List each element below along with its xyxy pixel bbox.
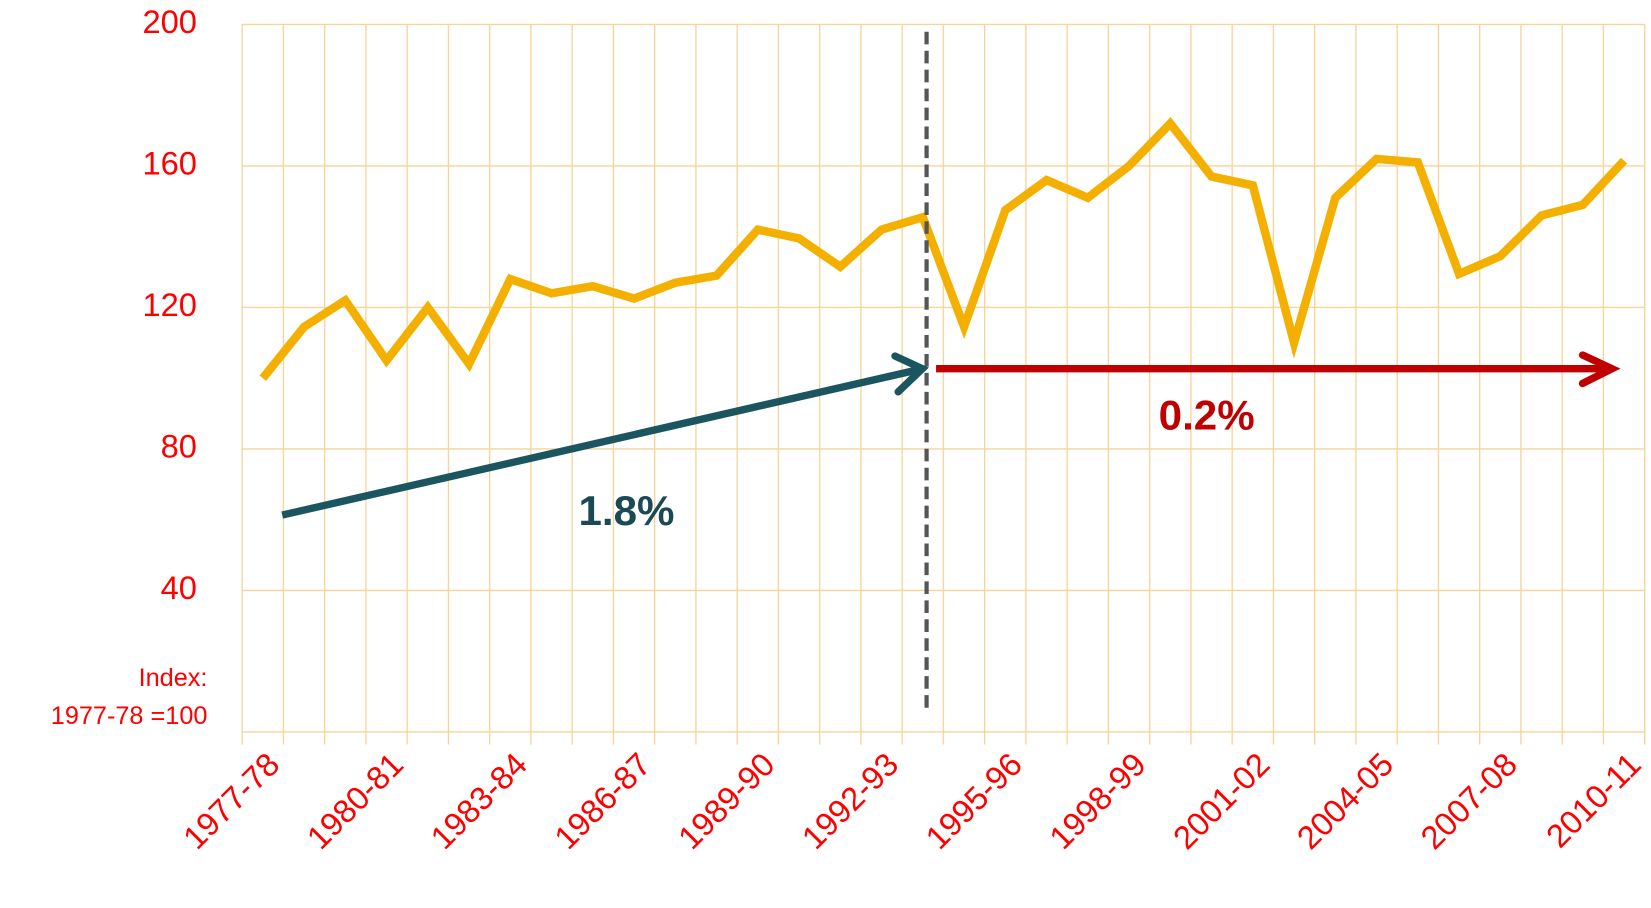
x-tick-label: 1998-99	[1042, 745, 1153, 856]
x-tick-label: 2001-02	[1166, 745, 1277, 856]
x-tick-label: 1986-87	[547, 745, 658, 856]
index-note: Index:	[139, 664, 208, 692]
x-tick-label: 2010-11	[1539, 745, 1648, 854]
x-tick-label: 1983-84	[423, 745, 534, 856]
y-tick-label: 160	[142, 145, 196, 182]
trend-arrow-after	[936, 351, 1621, 388]
trend-label: 0.2%	[1159, 391, 1255, 438]
y-tick-label: 200	[142, 3, 196, 40]
arrow-head	[891, 352, 929, 396]
x-tick-label: 1995-96	[918, 745, 1029, 856]
x-tick-label: 1980-81	[299, 745, 410, 856]
trend-arrow-before	[281, 352, 929, 519]
arrow-shaft	[281, 366, 919, 519]
index-note: 1977-78 =100	[51, 702, 208, 730]
y-tick-label: 120	[142, 286, 196, 323]
y-tick-label: 80	[161, 428, 197, 465]
grid: 40 80 120 160 200 1977-78 1980-81 1983-84 1986-8…	[142, 3, 1647, 856]
plot	[259, 117, 1628, 381]
trend-label: 1.8%	[579, 487, 675, 534]
arrow-head	[1578, 351, 1621, 388]
y-tick-label: 40	[161, 569, 197, 606]
line-series	[259, 117, 1628, 381]
x-tick-label: 1989-90	[671, 745, 782, 856]
x-tick-label: 2007-08	[1413, 745, 1524, 856]
x-tick-label: 2004-05	[1289, 745, 1400, 856]
x-tick-label: 1977-78	[176, 745, 287, 856]
x-tick-label: 1992-93	[794, 745, 905, 856]
